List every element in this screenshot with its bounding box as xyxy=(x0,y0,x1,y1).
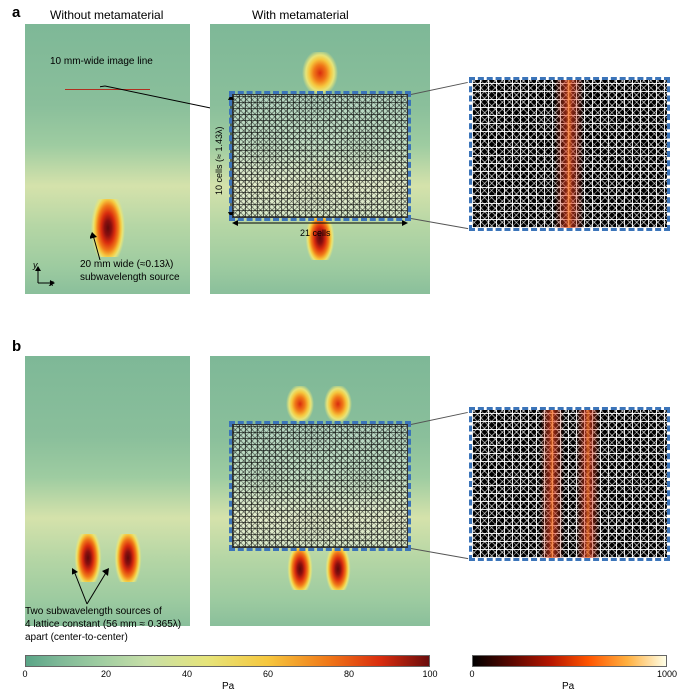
field-bot-b1 xyxy=(286,548,314,590)
zoom-a xyxy=(472,80,667,228)
hot-unit: Pa xyxy=(562,681,574,692)
zoom-b xyxy=(472,410,667,558)
field-top-a xyxy=(302,52,338,94)
jet-tick-1: 20 xyxy=(101,669,111,679)
hot-tick-1: 1000 xyxy=(657,669,677,679)
dim-width: 21 cells xyxy=(300,228,331,238)
zoom-b-red2 xyxy=(576,410,600,558)
plot-b-with xyxy=(210,356,430,626)
annot-source-single: 20 mm wide (≈0.13λ) subwavelength source xyxy=(80,258,180,284)
jet-tick-2: 40 xyxy=(182,669,192,679)
panel-a-label: a xyxy=(12,4,20,21)
axis-arrows-icon xyxy=(35,266,55,286)
zoom-b-red1 xyxy=(540,410,564,558)
panel-b-label: b xyxy=(12,338,21,355)
arrow-source-single-icon xyxy=(90,232,110,260)
dim-arrow-v-icon xyxy=(226,94,236,218)
jet-tick-4: 80 xyxy=(344,669,354,679)
field-top-b2 xyxy=(324,386,352,422)
field-bot-b2 xyxy=(324,548,352,590)
jet-unit: Pa xyxy=(222,681,234,692)
hot-tick-0: 0 xyxy=(469,669,474,679)
dim-height: 10 cells (≈ 1.43λ) xyxy=(214,127,224,195)
jet-tick-0: 0 xyxy=(22,669,27,679)
jet-tick-5: 100 xyxy=(422,669,437,679)
field-top-b1 xyxy=(286,386,314,422)
zoom-a-redband xyxy=(554,80,584,228)
colorbar-jet xyxy=(25,655,430,667)
colorbar-hot xyxy=(472,655,667,667)
plot-a-with xyxy=(210,24,430,294)
lattice-b xyxy=(232,424,408,548)
jet-tick-3: 60 xyxy=(263,669,273,679)
header-without-a: Without metamaterial xyxy=(50,8,163,22)
lattice-a xyxy=(232,94,408,218)
annot-source-double: Two subwavelength sources of 4 lattice c… xyxy=(25,605,181,644)
dim-arrow-h-icon xyxy=(232,218,408,228)
arrow-source-double-icon xyxy=(72,566,122,606)
header-with-a: With metamaterial xyxy=(252,8,349,22)
